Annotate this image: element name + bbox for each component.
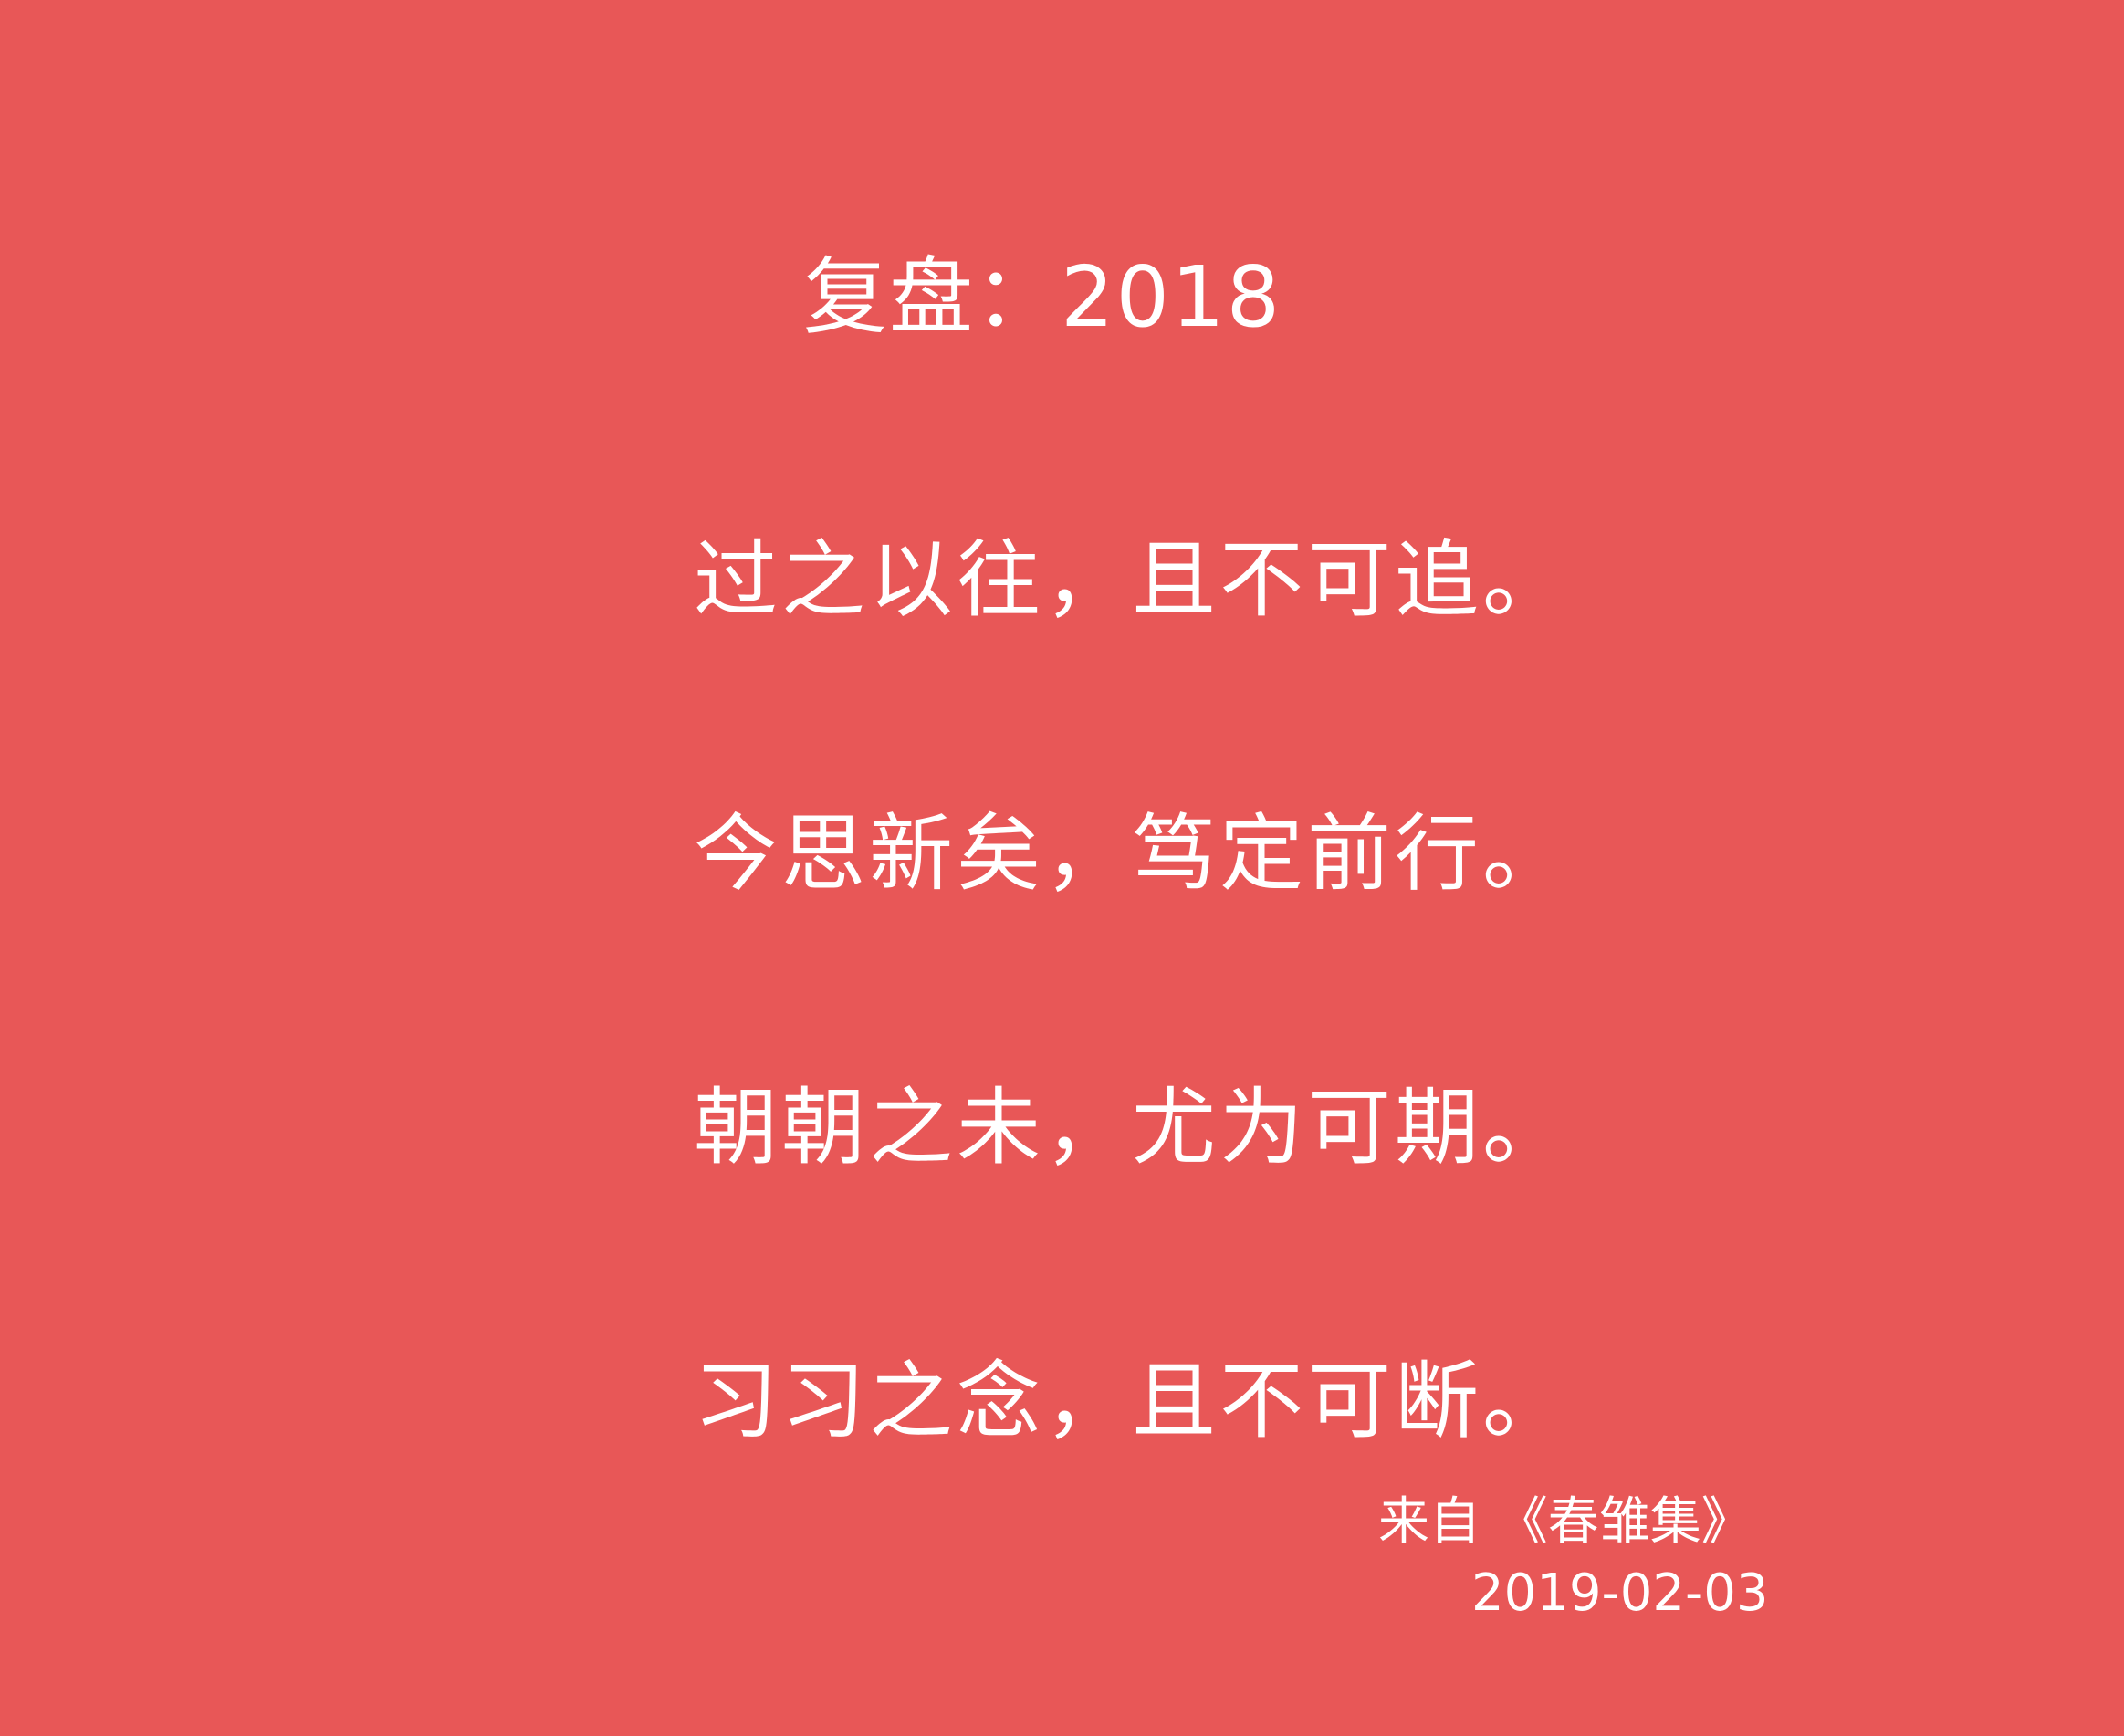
verse-line-4: 习习之念，且不可断。 xyxy=(694,1353,1571,1450)
verse-line-1: 过之以往，且不可追。 xyxy=(694,531,1571,629)
publish-date: 2019-02-03 xyxy=(1471,1563,1769,1623)
source-attribution: 来自 《春雏集》 xyxy=(1378,1492,1753,1552)
verse-line-3: 朝朝之未，尤为可期。 xyxy=(694,1079,1571,1177)
poem-title: 复盘：2018 xyxy=(803,248,1282,346)
verse-line-2: 今思新矣，笃定前行。 xyxy=(694,805,1571,903)
